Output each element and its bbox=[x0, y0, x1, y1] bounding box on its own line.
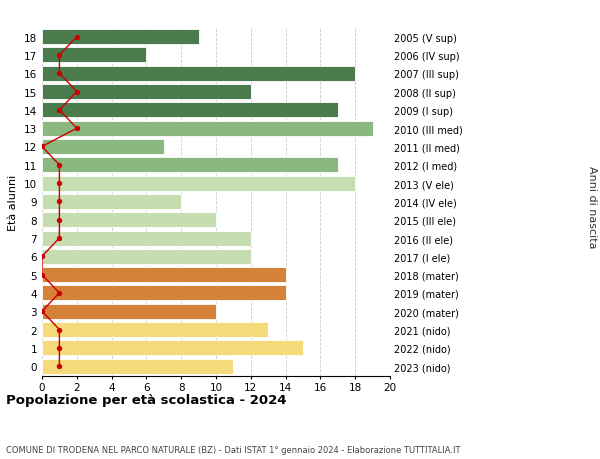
Point bbox=[55, 70, 64, 78]
Bar bbox=[42, 359, 233, 374]
Point bbox=[55, 363, 64, 370]
Bar bbox=[42, 103, 338, 118]
Bar bbox=[42, 213, 216, 228]
Bar bbox=[42, 122, 373, 136]
Bar bbox=[42, 341, 303, 356]
Point bbox=[37, 253, 47, 260]
Bar bbox=[42, 30, 199, 45]
Text: COMUNE DI TRODENA NEL PARCO NATURALE (BZ) - Dati ISTAT 1° gennaio 2024 - Elabora: COMUNE DI TRODENA NEL PARCO NATURALE (BZ… bbox=[6, 445, 461, 454]
Text: Popolazione per età scolastica - 2024: Popolazione per età scolastica - 2024 bbox=[6, 393, 287, 406]
Point bbox=[55, 344, 64, 352]
Bar bbox=[42, 195, 181, 209]
Point bbox=[37, 271, 47, 279]
Bar bbox=[42, 304, 216, 319]
Bar bbox=[42, 140, 164, 155]
Bar bbox=[42, 286, 286, 301]
Point bbox=[55, 107, 64, 114]
Text: Anni di nascita: Anni di nascita bbox=[587, 165, 597, 248]
Point bbox=[55, 198, 64, 206]
Bar bbox=[42, 249, 251, 264]
Point bbox=[55, 326, 64, 334]
Y-axis label: Età alunni: Età alunni bbox=[8, 174, 19, 230]
Bar bbox=[42, 176, 355, 191]
Bar bbox=[42, 268, 286, 282]
Point bbox=[55, 162, 64, 169]
Bar bbox=[42, 158, 338, 173]
Point bbox=[55, 235, 64, 242]
Bar bbox=[42, 85, 251, 100]
Bar bbox=[42, 231, 251, 246]
Point bbox=[72, 125, 82, 133]
Bar bbox=[42, 67, 355, 82]
Point bbox=[37, 308, 47, 315]
Point bbox=[55, 217, 64, 224]
Point bbox=[55, 290, 64, 297]
Bar bbox=[42, 48, 146, 63]
Point bbox=[55, 52, 64, 60]
Point bbox=[37, 144, 47, 151]
Point bbox=[55, 180, 64, 187]
Bar bbox=[42, 322, 268, 337]
Point bbox=[72, 89, 82, 96]
Point bbox=[72, 34, 82, 41]
